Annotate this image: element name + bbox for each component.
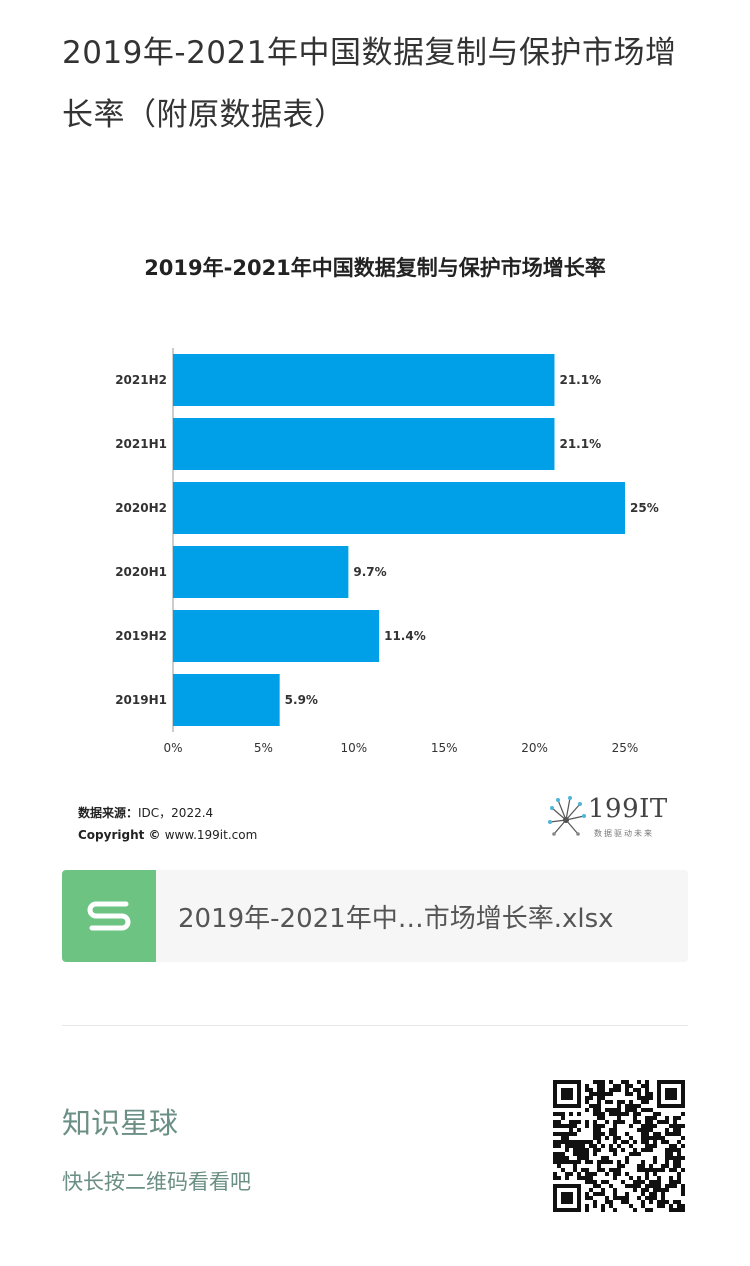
category-label: 2019H2 <box>115 629 167 643</box>
promo-title: 知识星球 <box>62 1106 179 1140</box>
bar-2020H2 <box>173 482 625 534</box>
copyright-value: www.199it.com <box>164 828 258 842</box>
category-label: 2021H1 <box>115 437 167 451</box>
category-label: 2019H1 <box>115 693 167 707</box>
qr-code[interactable] <box>553 1080 685 1212</box>
bar-2021H1 <box>173 418 555 470</box>
category-label: 2020H2 <box>115 501 167 515</box>
brand-slogan: 数据驱动未来 <box>594 829 654 838</box>
x-tick-label: 0% <box>163 741 182 755</box>
brand-name: 199IT <box>588 794 668 824</box>
copyright-label: Copyright © <box>78 828 161 842</box>
dandelion-icon <box>548 796 586 836</box>
bar-chart: 2021H2 21.1% 2021H1 21.1% 2020H2 25% 2020H1 9.7… <box>115 348 659 755</box>
attachment-file-card[interactable]: 2019年-2021年中…市场增长率.xlsx <box>62 870 688 962</box>
bar-2021H2 <box>173 354 555 406</box>
file-name: 2019年-2021年中…市场增长率.xlsx <box>178 904 614 934</box>
spreadsheet-s-icon <box>62 870 156 962</box>
value-label: 9.7% <box>353 565 386 579</box>
chart-image: 2021H2 21.1% 2021H1 21.1% 2020H2 25% 2020H1 9.7… <box>62 230 688 850</box>
promo-subtitle: 快长按二维码看看吧 <box>62 1170 251 1194</box>
value-label: 21.1% <box>559 437 601 451</box>
bar-2020H1 <box>173 546 349 598</box>
article-title: 2019年-2021年中国数据复制与保护市场增长率（附原数据表） <box>62 35 677 133</box>
x-tick-label: 5% <box>254 741 273 755</box>
value-label: 5.9% <box>285 693 318 707</box>
chart-title: 2019年-2021年中国数据复制与保护市场增长率 <box>144 256 606 280</box>
x-tick-label: 25% <box>612 741 639 755</box>
source-label: 数据来源： <box>78 806 139 820</box>
bar-2019H2 <box>173 610 380 662</box>
x-tick-label: 15% <box>431 741 458 755</box>
category-label: 2020H1 <box>115 565 167 579</box>
divider <box>62 1025 688 1026</box>
source-note: 数据来源：IDC，2022.4 Copyright © www.199it.co… <box>78 802 257 846</box>
x-tick-label: 10% <box>340 741 367 755</box>
value-label: 25% <box>630 501 659 515</box>
brand-logo: 199IT 数据驱动未来 <box>544 792 674 842</box>
source-value: IDC，2022.4 <box>138 806 214 820</box>
bar-2019H1 <box>173 674 280 726</box>
value-label: 11.4% <box>384 629 426 643</box>
value-label: 21.1% <box>559 373 601 387</box>
x-tick-label: 20% <box>521 741 548 755</box>
category-label: 2021H2 <box>115 373 167 387</box>
